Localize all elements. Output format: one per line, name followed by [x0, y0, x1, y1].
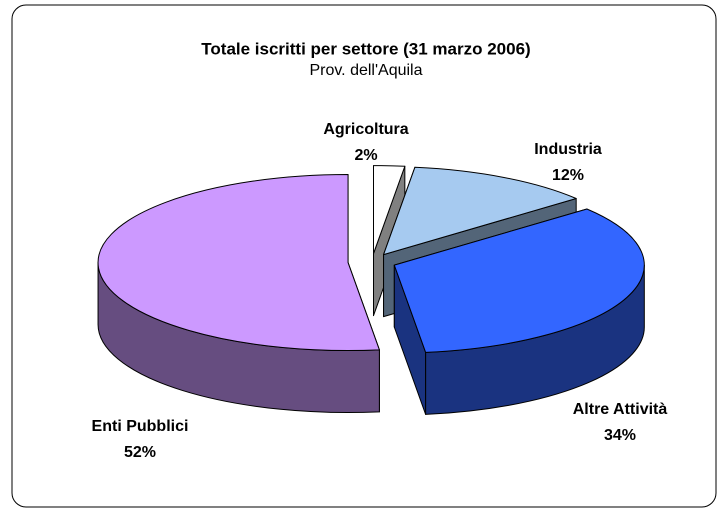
slice-value-label: 12% [552, 167, 584, 184]
slice-value-label: 52% [124, 444, 156, 461]
chart-subtitle: Prov. dell'Aquila [309, 62, 422, 79]
slice [97, 174, 380, 352]
slice-value-label: 2% [354, 147, 377, 164]
slice [373, 165, 406, 255]
slice-label: Agricoltura [323, 121, 408, 138]
slice [393, 208, 645, 353]
slice-label: Industria [534, 141, 602, 158]
slice-label: Enti Pubblici [92, 418, 189, 435]
slice [383, 166, 577, 256]
pie [97, 165, 645, 415]
slice-value-label: 34% [604, 427, 636, 444]
slice-label: Altre Attività [573, 401, 668, 418]
chart-title: Totale iscritti per settore (31 marzo 20… [201, 39, 530, 58]
